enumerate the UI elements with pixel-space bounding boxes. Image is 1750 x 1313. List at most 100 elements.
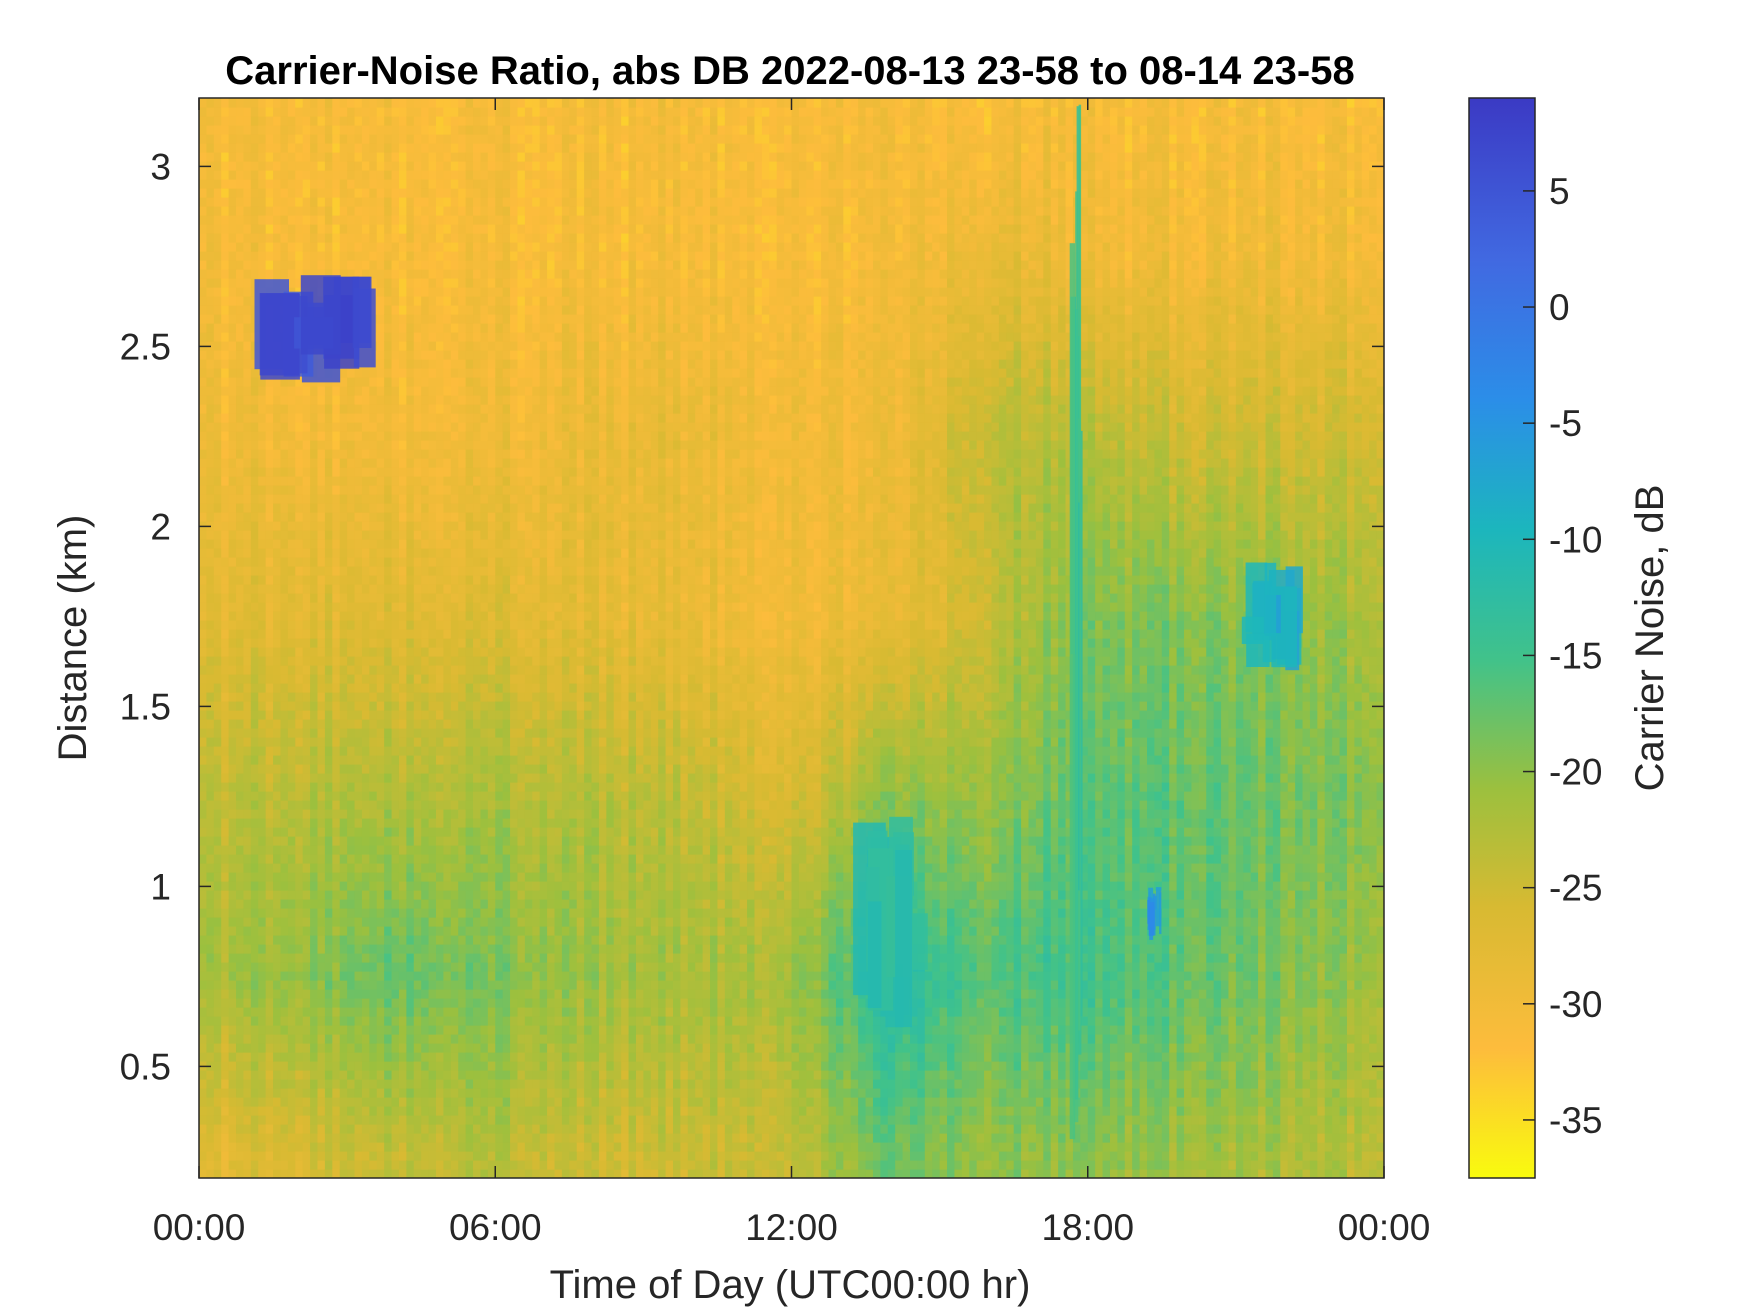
heatmap-cell <box>273 926 282 936</box>
heatmap-cell <box>199 467 208 477</box>
heatmap-cell <box>324 1034 333 1044</box>
heatmap-cell <box>361 1007 370 1017</box>
heatmap-cell <box>280 800 289 810</box>
heatmap-cell <box>243 503 252 513</box>
heatmap-cell <box>391 1043 400 1053</box>
heatmap-cell <box>487 638 496 648</box>
heatmap-cell <box>236 278 245 288</box>
heatmap-cell <box>465 737 474 747</box>
heatmap-cell <box>369 458 378 468</box>
heatmap-cell <box>480 863 489 873</box>
heatmap-cell <box>361 1079 370 1089</box>
heatmap-cell <box>384 1070 393 1080</box>
heatmap-cell <box>361 170 370 180</box>
heatmap-cell <box>428 1124 437 1134</box>
heatmap-cell <box>347 647 356 657</box>
heatmap-cell <box>398 530 407 540</box>
heatmap-cell <box>465 98 474 108</box>
heatmap-cell <box>213 1142 222 1152</box>
heatmap-cell <box>199 1088 208 1098</box>
heatmap-cell <box>287 683 296 693</box>
heatmap-cell <box>458 809 467 819</box>
heatmap-cell <box>250 1070 259 1080</box>
heatmap-cell <box>295 413 304 423</box>
heatmap-cell <box>487 1034 496 1044</box>
heatmap-cell <box>495 674 504 684</box>
heatmap-cell <box>243 1070 252 1080</box>
heatmap-cell <box>443 377 452 387</box>
heatmap-cell <box>258 611 267 621</box>
heatmap-cell <box>221 647 230 657</box>
heatmap-cell <box>228 215 237 225</box>
heatmap-cell <box>413 512 422 522</box>
heatmap-cell <box>487 1079 496 1089</box>
heatmap-cell <box>391 647 400 657</box>
heatmap-cell <box>502 935 511 945</box>
heatmap-cell <box>236 1142 245 1152</box>
heatmap-cell <box>398 962 407 972</box>
heatmap-cell <box>280 1007 289 1017</box>
heatmap-cell <box>287 548 296 558</box>
heatmap-cell <box>391 773 400 783</box>
heatmap-cell <box>250 566 259 576</box>
heatmap-cell <box>243 584 252 594</box>
heatmap-cell <box>199 710 208 720</box>
heatmap-cell <box>473 314 482 324</box>
heatmap-cell <box>206 935 215 945</box>
heatmap-cell <box>487 710 496 720</box>
heatmap-cell <box>443 755 452 765</box>
heatmap-cell <box>206 206 215 216</box>
heatmap-cell <box>458 170 467 180</box>
heatmap-cell <box>428 548 437 558</box>
heatmap-cell <box>361 620 370 630</box>
heatmap-cell <box>495 1007 504 1017</box>
heatmap-cell <box>199 908 208 918</box>
heatmap-cell <box>273 413 282 423</box>
heatmap-cell <box>391 566 400 576</box>
heatmap-cell <box>391 494 400 504</box>
heatmap-cell <box>347 917 356 927</box>
heatmap-cell <box>324 728 333 738</box>
heatmap-cell <box>302 530 311 540</box>
heatmap-cell <box>280 1034 289 1044</box>
heatmap-cell <box>236 971 245 981</box>
heatmap-cell <box>450 467 459 477</box>
heatmap-cell <box>287 863 296 873</box>
heatmap-cell <box>361 602 370 612</box>
heatmap-cell <box>361 1115 370 1125</box>
heatmap-cell <box>287 260 296 270</box>
heatmap-cell <box>480 611 489 621</box>
heatmap-cell <box>376 584 385 594</box>
heatmap-cell <box>213 197 222 207</box>
heatmap-cell <box>317 1061 326 1071</box>
heatmap-cell <box>302 683 311 693</box>
heatmap-cell <box>250 935 259 945</box>
heatmap-cell <box>243 962 252 972</box>
heatmap-cell <box>421 467 430 477</box>
heatmap-cell <box>428 935 437 945</box>
heatmap-cell <box>406 404 415 414</box>
heatmap-cell <box>295 917 304 927</box>
heatmap-cell <box>436 467 445 477</box>
heatmap-cell <box>406 440 415 450</box>
heatmap-cell <box>250 971 259 981</box>
heatmap-cell <box>369 530 378 540</box>
heatmap-cell <box>243 926 252 936</box>
heatmap-cell <box>495 998 504 1008</box>
heatmap-cell <box>287 422 296 432</box>
heatmap-cell <box>421 665 430 675</box>
heatmap-cell <box>199 332 208 342</box>
heatmap-cell <box>369 116 378 126</box>
heatmap-cell <box>280 818 289 828</box>
heatmap-cell <box>428 260 437 270</box>
heatmap-cell <box>391 386 400 396</box>
heatmap-cell <box>317 1097 326 1107</box>
heatmap-cell <box>265 467 274 477</box>
heatmap-cell <box>369 1115 378 1125</box>
heatmap-cell <box>250 197 259 207</box>
heatmap-cell <box>495 1160 504 1170</box>
heatmap-cell <box>502 791 511 801</box>
heatmap-cell <box>310 134 319 144</box>
heatmap-cell <box>436 782 445 792</box>
heatmap-cell <box>421 1052 430 1062</box>
